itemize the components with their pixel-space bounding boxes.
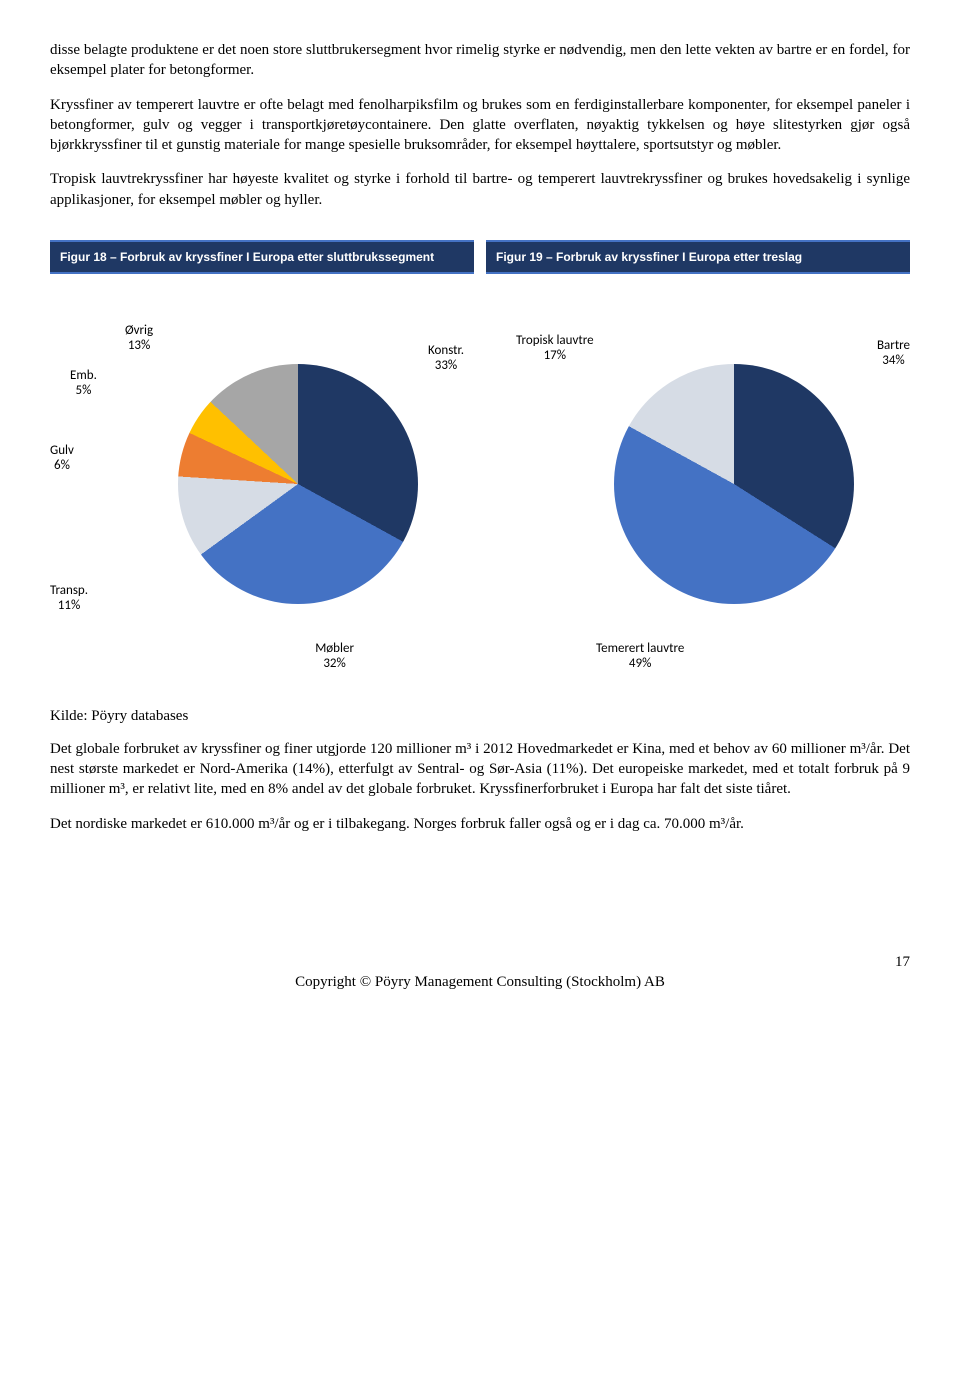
figure-18-header: Figur 18 – Forbruk av kryssfiner I Europ… — [50, 240, 474, 274]
figure-header-row: Figur 18 – Forbruk av kryssfiner I Europ… — [50, 240, 910, 274]
pie-left-label-konstr: Konstr.33% — [428, 344, 464, 374]
pie-left-label-mobler: Møbler32% — [315, 642, 354, 672]
paragraph-1: disse belagte produktene er det noen sto… — [50, 40, 910, 81]
pie-left-label-gulv: Gulv6% — [50, 444, 74, 474]
copyright-text: Copyright © Pöyry Management Consulting … — [295, 974, 665, 990]
pie-right — [614, 364, 854, 604]
page-footer: 17 Copyright © Pöyry Management Consulti… — [50, 974, 910, 991]
paragraph-5: Det nordiske markedet er 610.000 m³/år o… — [50, 814, 910, 834]
charts-row: Konstr.33% Møbler32% Transp.11% Gulv6% E… — [50, 284, 910, 684]
pie-right-label-temerert: Temerert lauvtre49% — [596, 642, 684, 672]
pie-left — [178, 364, 418, 604]
pie-right-label-bartre: Bartre34% — [877, 339, 910, 369]
paragraph-2: Kryssfiner av temperert lauvtre er ofte … — [50, 95, 910, 156]
page-number: 17 — [895, 954, 910, 971]
pie-right-label-tropisk: Tropisk lauvtre17% — [516, 334, 594, 364]
pie-left-label-emb: Emb.5% — [70, 369, 97, 399]
pie-chart-species: Bartre34% Temerert lauvtre49% Tropisk la… — [486, 284, 910, 684]
figure-19-header: Figur 19 – Forbruk av kryssfiner I Europ… — [486, 240, 910, 274]
source-line: Kilde: Pöyry databases — [50, 708, 910, 725]
paragraph-4: Det globale forbruket av kryssfiner og f… — [50, 739, 910, 800]
pie-chart-segment: Konstr.33% Møbler32% Transp.11% Gulv6% E… — [50, 284, 474, 684]
pie-left-label-transp: Transp.11% — [50, 584, 88, 614]
pie-left-label-ovrig: Øvrig13% — [125, 324, 153, 354]
paragraph-3: Tropisk lauvtrekryssfiner har høyeste kv… — [50, 169, 910, 210]
